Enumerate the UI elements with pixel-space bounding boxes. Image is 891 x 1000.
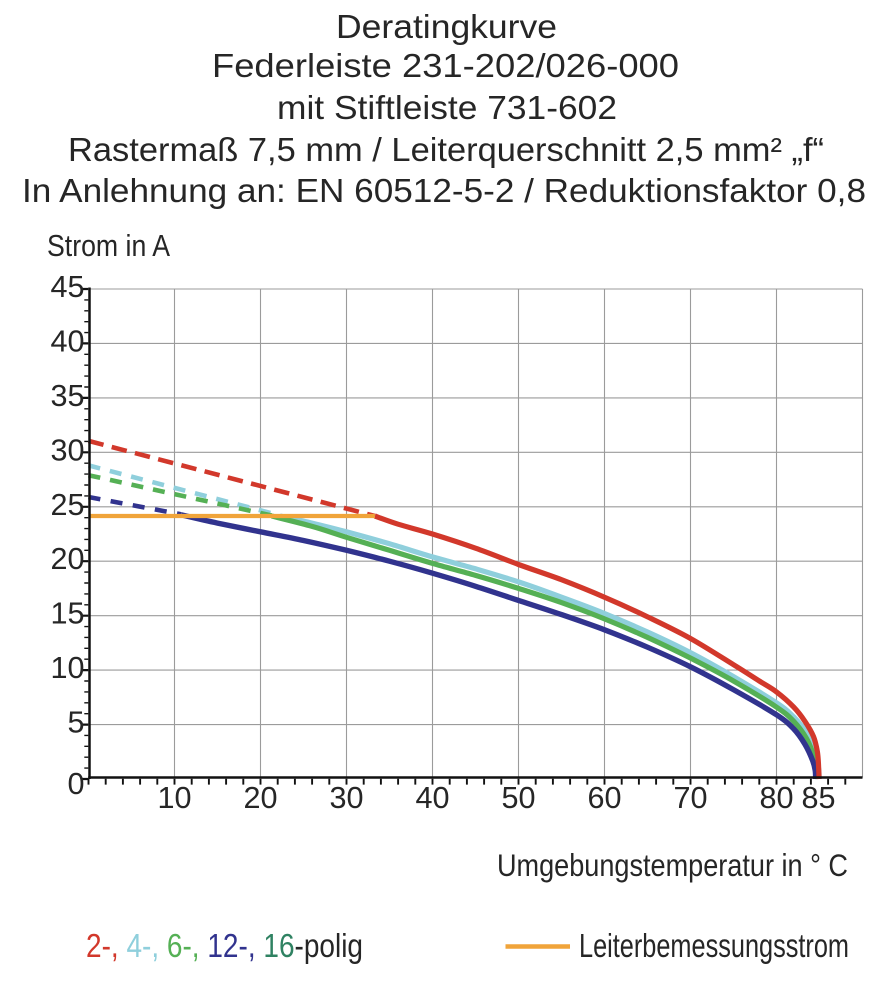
svg-text:20: 20 [243,781,277,815]
svg-text:40: 40 [415,781,449,815]
svg-text:Federleiste 231-202/026-000: Federleiste 231-202/026-000 [212,47,679,84]
svg-text:Strom in A: Strom in A [47,228,170,263]
svg-text:0: 0 [67,767,84,801]
svg-text:30: 30 [50,433,84,467]
svg-text:10: 10 [50,651,84,685]
svg-text:30: 30 [329,781,363,815]
svg-text:50: 50 [501,781,535,815]
svg-text:Leiterbemessungsstrom: Leiterbemessungsstrom [579,927,849,964]
svg-text:80: 80 [759,781,793,815]
svg-text:60: 60 [587,781,621,815]
svg-text:2-, 4-, 6-, 12-, 16-polig: 2-, 4-, 6-, 12-, 16-polig [86,927,363,964]
svg-text:Deratingkurve: Deratingkurve [336,8,557,45]
svg-text:mit Stiftleiste 731-602: mit Stiftleiste 731-602 [277,89,617,126]
svg-text:45: 45 [50,270,84,304]
svg-text:40: 40 [50,324,84,358]
svg-text:70: 70 [673,781,707,815]
svg-text:85: 85 [801,781,835,815]
svg-text:20: 20 [50,542,84,576]
svg-text:In Anlehnung an: EN 60512-5-2: In Anlehnung an: EN 60512-5-2 / Reduktio… [22,172,866,209]
svg-text:10: 10 [157,781,191,815]
svg-text:35: 35 [50,379,84,413]
svg-text:Rastermaß 7,5 mm / Leiterquers: Rastermaß 7,5 mm / Leiterquerschnitt 2,5… [68,131,824,168]
svg-text:15: 15 [50,597,84,631]
svg-text:5: 5 [67,706,84,740]
svg-text:25: 25 [50,488,84,522]
svg-text:Umgebungstemperatur in ° C: Umgebungstemperatur in ° C [497,847,848,883]
